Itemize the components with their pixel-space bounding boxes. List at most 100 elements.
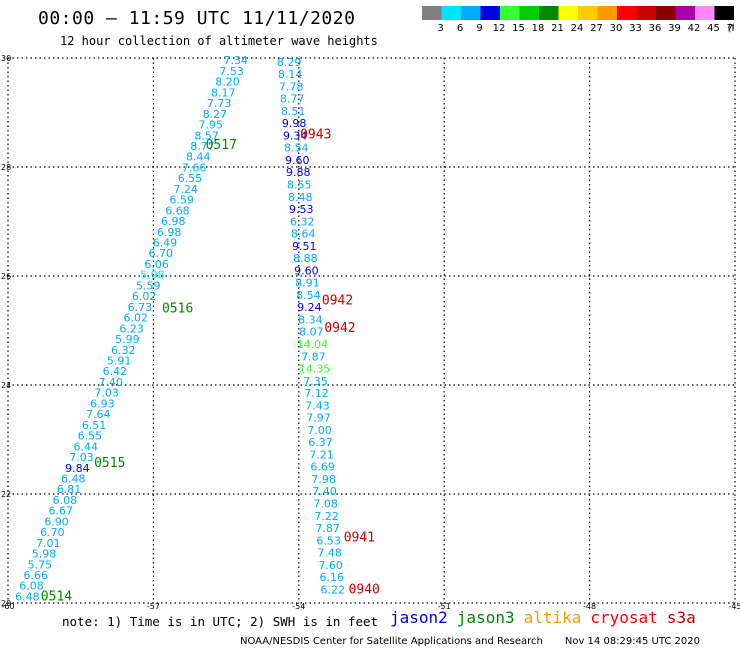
swh-value-label: 7.48 [317, 547, 342, 560]
swh-value-label: 8.27 [203, 108, 228, 121]
swh-value-label: 6.02 [124, 312, 149, 325]
swh-value-label: 6.23 [119, 322, 144, 335]
swh-value-label: 6.48 [15, 590, 40, 603]
pass-time-label: 0514 [41, 589, 72, 604]
swh-value-label: 7.24 [174, 183, 199, 196]
swh-value-label: 6.55 [78, 430, 103, 443]
swh-value-label: 7.08 [313, 497, 338, 510]
longitude-tick-label: -60 [1, 602, 14, 611]
colorbar-swatch [578, 6, 598, 20]
colorbar-tick-label: 39 [668, 23, 681, 34]
swh-value-label: 9.51 [292, 240, 317, 253]
longitude-tick-label: -48 [583, 602, 596, 611]
swh-value-label: 6.32 [111, 344, 136, 357]
credit-time: Nov 14 08:29:45 UTC 2020 [564, 636, 701, 647]
swh-value-label: 6.32 [290, 215, 315, 228]
satellite-legend: jason2 jason3 altika cryosat s3a [390, 608, 705, 627]
swh-value-label: 8.64 [291, 228, 316, 241]
pass-time-label: 0516 [162, 302, 193, 317]
swh-value-label: 7.40 [312, 485, 337, 498]
latitude-tick-label: 26 [1, 272, 11, 281]
swh-value-label: 8.54 [296, 289, 321, 302]
page-subtitle: 12 hour collection of altimeter wave hei… [60, 34, 378, 48]
swh-value-label: 7.97 [306, 412, 331, 425]
swh-value-label: 6.68 [165, 204, 190, 217]
color-scale-bar: 36912151821242730333639424570(ft) [422, 6, 734, 34]
colorbar-swatch [656, 6, 676, 20]
swh-value-label: 7.43 [305, 399, 330, 412]
credit-line: NOAA/NESDIS Center for Satellite Applica… [240, 636, 700, 647]
swh-value-label: 8.91 [295, 277, 320, 290]
latitude-tick-label: 28 [1, 163, 11, 172]
colorbar-swatch [539, 6, 559, 20]
latitude-tick-label: 24 [1, 381, 11, 390]
swh-value-label: 6.66 [23, 569, 48, 582]
swh-value-label: 6.55 [178, 172, 203, 185]
pass-time-label: 0517 [206, 138, 237, 153]
swh-value-label: 5.91 [107, 354, 132, 367]
swh-value-label: 6.16 [319, 571, 344, 584]
swh-value-label: 9.60 [294, 264, 319, 277]
swh-value-label: 7.95 [199, 119, 224, 132]
colorbar-swatch [636, 6, 656, 20]
legend-jason3: jason3 [456, 608, 515, 627]
page-title: 00:00 – 11:59 UTC 11/11/2020 [38, 8, 356, 29]
swh-value-label: 7.78 [279, 80, 304, 93]
colorbar-unit-label: (ft) [727, 23, 734, 34]
colorbar-swatch [597, 6, 617, 20]
pass-time-label: 0940 [349, 582, 380, 597]
swh-value-label: 9.53 [289, 203, 314, 216]
swh-value-label: 7.03 [94, 387, 119, 400]
swh-value-label: 5.99 [115, 333, 140, 346]
swh-value-label: 9.34 [283, 129, 308, 142]
swh-value-label: 6.59 [169, 194, 194, 207]
swh-value-label: 8.29 [277, 56, 302, 69]
colorbar-tick-label: 24 [571, 23, 584, 34]
colorbar-tick-label: 9 [476, 23, 482, 34]
swh-value-label: 8.57 [194, 129, 219, 142]
swh-value-label: 8.88 [293, 252, 318, 265]
swh-value-label: 7.22 [314, 510, 339, 523]
swh-value-label: 7.73 [207, 97, 232, 110]
pass-time-label: 0515 [94, 456, 125, 471]
swh-value-label: 8.77 [190, 140, 215, 153]
swh-value-label: 7.87 [315, 522, 340, 535]
colorbar-tick-label: 42 [688, 23, 701, 34]
swh-value-label: 6.51 [82, 419, 107, 432]
swh-value-label: 6.22 [320, 583, 345, 596]
pass-time-label: 0941 [344, 531, 375, 546]
swh-value-label: 9.84 [65, 462, 90, 475]
colorbar-tick-label: 45 [707, 23, 720, 34]
colorbar-tick-label: 33 [629, 23, 642, 34]
swh-value-label: 6.70 [40, 526, 65, 539]
swh-value-label: 6.73 [128, 301, 153, 314]
colorbar-tick-label: 15 [512, 23, 525, 34]
swh-value-label: 8.77 [280, 93, 305, 106]
swh-value-label: 8.20 [215, 76, 240, 89]
colorbar-tick-label: 70 [727, 23, 734, 34]
swh-value-label: 6.37 [308, 436, 333, 449]
longitude-tick-label: -57 [147, 602, 160, 611]
swh-value-label: 7.66 [182, 161, 207, 174]
colorbar-swatch [480, 6, 500, 20]
footnote: note: 1) Time is in UTC; 2) SWH is in fe… [62, 614, 379, 629]
swh-value-label: 8.51 [281, 105, 306, 118]
colorbar-tick-label: 12 [493, 23, 506, 34]
colorbar-swatch [422, 6, 442, 20]
pass-time-label: 0943 [300, 127, 331, 142]
swh-value-label: 9.98 [282, 117, 307, 130]
swh-value-label: 9.60 [285, 154, 310, 167]
colorbar-swatch [500, 6, 520, 20]
credit-org: NOAA/NESDIS Center for Satellite Applica… [240, 636, 543, 647]
swh-value-label: 7.21 [309, 448, 334, 461]
swh-value-label: 6.48 [61, 472, 86, 485]
swh-value-label: 7.00 [307, 424, 332, 437]
colorbar-tick-label: 3 [437, 23, 443, 34]
swh-value-label: 7.87 [301, 350, 326, 363]
swh-value-label: 5.98 [32, 548, 57, 561]
swh-value-label: 6.90 [44, 515, 69, 528]
swh-value-label: 6.53 [316, 534, 341, 547]
swh-value-label: 5.75 [28, 558, 53, 571]
longitude-tick-label: -51 [438, 602, 451, 611]
latitude-tick-label: 30 [1, 54, 11, 63]
